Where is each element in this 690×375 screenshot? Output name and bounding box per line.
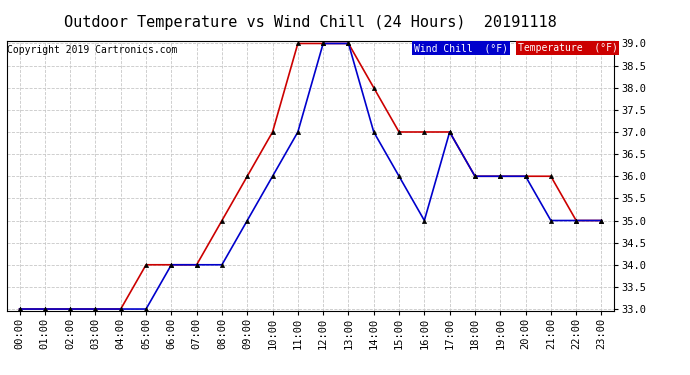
Text: Temperature  (°F): Temperature (°F) — [518, 43, 618, 53]
Text: Copyright 2019 Cartronics.com: Copyright 2019 Cartronics.com — [7, 45, 177, 55]
Text: Wind Chill  (°F): Wind Chill (°F) — [414, 43, 508, 53]
Text: Outdoor Temperature vs Wind Chill (24 Hours)  20191118: Outdoor Temperature vs Wind Chill (24 Ho… — [64, 15, 557, 30]
